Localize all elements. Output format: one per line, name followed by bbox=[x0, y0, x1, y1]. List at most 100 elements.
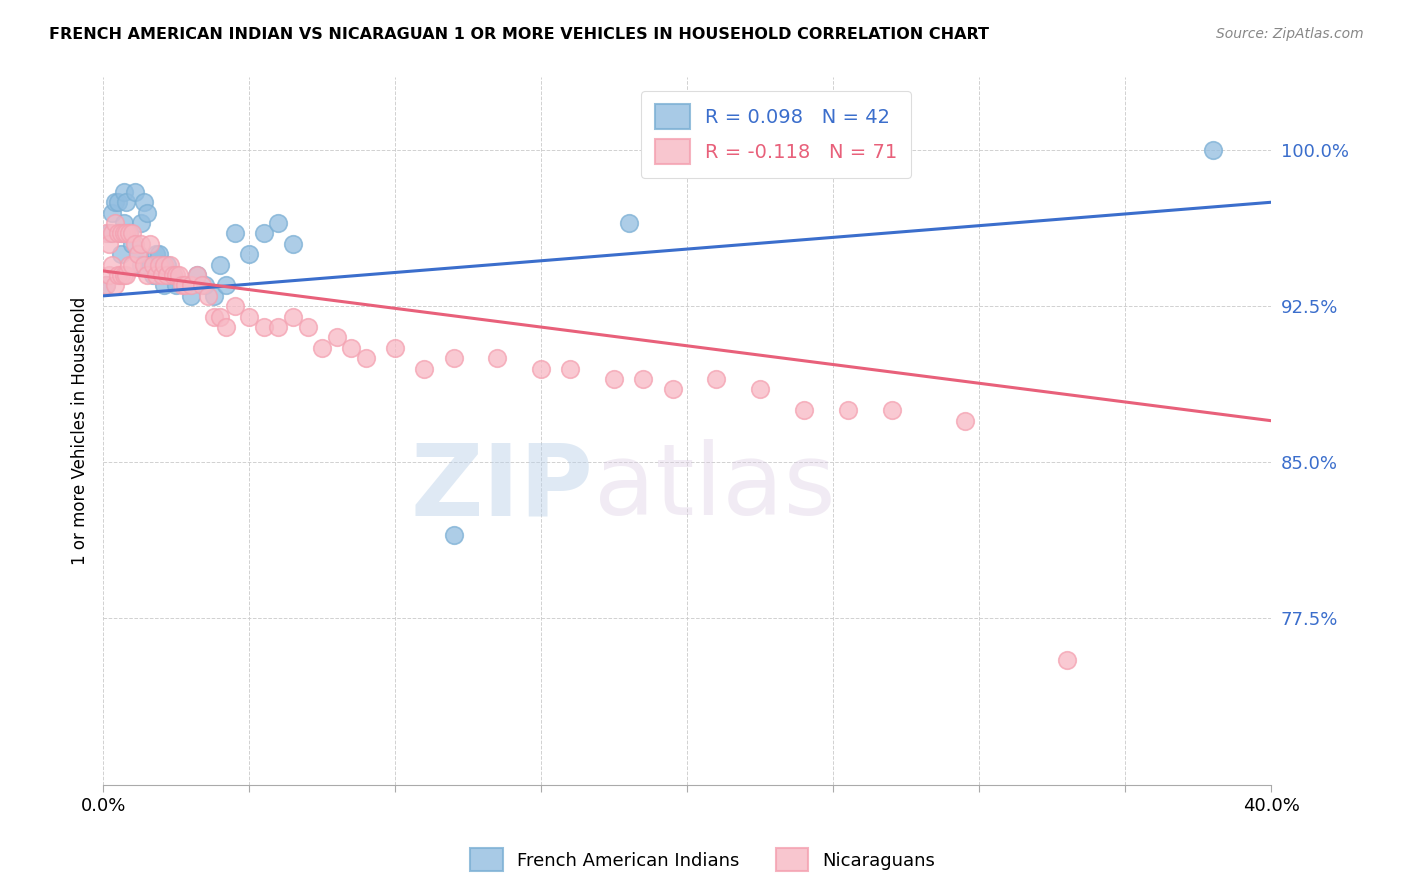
Point bbox=[224, 227, 246, 241]
Point bbox=[704, 372, 727, 386]
Point bbox=[129, 258, 152, 272]
Point bbox=[139, 258, 162, 272]
Point bbox=[340, 341, 363, 355]
Point bbox=[443, 351, 465, 366]
Point bbox=[98, 236, 121, 251]
Point bbox=[837, 403, 859, 417]
Point bbox=[150, 258, 173, 272]
Point bbox=[112, 227, 135, 241]
Point bbox=[115, 227, 138, 241]
Point bbox=[486, 351, 509, 366]
Point bbox=[121, 227, 143, 241]
Point bbox=[186, 268, 208, 282]
Point bbox=[191, 278, 214, 293]
Point bbox=[413, 361, 436, 376]
Point bbox=[118, 227, 141, 241]
Point bbox=[129, 236, 152, 251]
Point bbox=[253, 227, 276, 241]
Point bbox=[215, 278, 238, 293]
Point bbox=[118, 258, 141, 272]
Point bbox=[162, 268, 184, 282]
Point bbox=[156, 268, 179, 282]
Point bbox=[238, 310, 260, 324]
Point bbox=[165, 278, 187, 293]
Point bbox=[94, 278, 117, 293]
Point bbox=[384, 341, 406, 355]
Point bbox=[238, 247, 260, 261]
Point bbox=[110, 268, 132, 282]
Point bbox=[142, 268, 165, 282]
Point bbox=[880, 403, 903, 417]
Point bbox=[98, 268, 121, 282]
Text: FRENCH AMERICAN INDIAN VS NICARAGUAN 1 OR MORE VEHICLES IN HOUSEHOLD CORRELATION: FRENCH AMERICAN INDIAN VS NICARAGUAN 1 O… bbox=[49, 27, 990, 42]
Point bbox=[530, 361, 553, 376]
Point bbox=[281, 310, 304, 324]
Legend: R = 0.098   N = 42, R = -0.118   N = 71: R = 0.098 N = 42, R = -0.118 N = 71 bbox=[641, 91, 911, 178]
Point bbox=[633, 372, 655, 386]
Legend: French American Indians, Nicaraguans: French American Indians, Nicaraguans bbox=[463, 841, 943, 879]
Point bbox=[354, 351, 377, 366]
Point bbox=[110, 227, 132, 241]
Y-axis label: 1 or more Vehicles in Household: 1 or more Vehicles in Household bbox=[72, 297, 89, 566]
Point bbox=[749, 383, 772, 397]
Point bbox=[186, 268, 208, 282]
Point bbox=[793, 403, 815, 417]
Point bbox=[197, 289, 219, 303]
Point bbox=[124, 185, 146, 199]
Point bbox=[194, 278, 217, 293]
Point bbox=[136, 268, 159, 282]
Point bbox=[104, 216, 127, 230]
Point bbox=[136, 205, 159, 219]
Point bbox=[297, 320, 319, 334]
Point bbox=[202, 310, 225, 324]
Point bbox=[224, 299, 246, 313]
Point bbox=[153, 258, 176, 272]
Point bbox=[617, 216, 640, 230]
Point bbox=[110, 227, 132, 241]
Point bbox=[325, 330, 347, 344]
Point bbox=[148, 247, 170, 261]
Text: Source: ZipAtlas.com: Source: ZipAtlas.com bbox=[1216, 27, 1364, 41]
Point bbox=[443, 528, 465, 542]
Point bbox=[101, 258, 124, 272]
Point bbox=[170, 278, 193, 293]
Point bbox=[1056, 653, 1078, 667]
Point bbox=[107, 268, 129, 282]
Point bbox=[148, 258, 170, 272]
Point bbox=[127, 247, 149, 261]
Point bbox=[104, 278, 127, 293]
Point bbox=[162, 268, 184, 282]
Point bbox=[112, 185, 135, 199]
Point bbox=[132, 195, 155, 210]
Point bbox=[110, 247, 132, 261]
Point bbox=[121, 236, 143, 251]
Point bbox=[142, 258, 165, 272]
Text: atlas: atlas bbox=[593, 439, 835, 536]
Point bbox=[159, 258, 181, 272]
Point bbox=[281, 236, 304, 251]
Point bbox=[267, 320, 290, 334]
Point bbox=[202, 289, 225, 303]
Point bbox=[311, 341, 333, 355]
Point bbox=[267, 216, 290, 230]
Point bbox=[94, 227, 117, 241]
Point bbox=[115, 195, 138, 210]
Point bbox=[145, 268, 167, 282]
Point bbox=[180, 289, 202, 303]
Point bbox=[1202, 143, 1225, 157]
Point bbox=[139, 236, 162, 251]
Point bbox=[132, 258, 155, 272]
Point bbox=[165, 268, 187, 282]
Text: ZIP: ZIP bbox=[411, 439, 593, 536]
Point bbox=[127, 247, 149, 261]
Point bbox=[953, 414, 976, 428]
Point bbox=[107, 227, 129, 241]
Point bbox=[167, 268, 190, 282]
Point bbox=[208, 310, 231, 324]
Point bbox=[145, 247, 167, 261]
Point bbox=[101, 205, 124, 219]
Point bbox=[173, 278, 195, 293]
Point bbox=[661, 383, 683, 397]
Point bbox=[159, 268, 181, 282]
Point bbox=[253, 320, 276, 334]
